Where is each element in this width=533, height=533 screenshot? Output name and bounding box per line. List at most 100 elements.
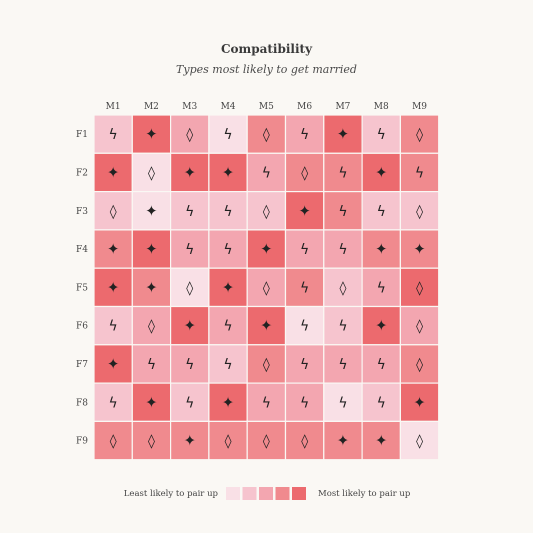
row-label-f4: F4 (76, 245, 88, 255)
heatmap-cell-f6-m6 (284, 305, 325, 346)
diamond-icon: ◊ (263, 127, 270, 143)
heatmap-cell-f5-m1 (93, 267, 133, 308)
bolt-icon: ϟ (223, 357, 232, 373)
star-icon: ✦ (222, 393, 235, 411)
diamond-icon: ◊ (263, 434, 270, 450)
heatmap-cell-f8-m6 (284, 382, 325, 423)
heatmap-cell-f7-m1 (93, 344, 133, 384)
bolt-icon: ϟ (338, 357, 347, 373)
star-icon: ✦ (145, 278, 158, 296)
column-labels: M1 M2 M3 M4 M5 M6 M7 M8 M9 (106, 102, 428, 112)
heatmap-cell-f9-m1 (93, 420, 133, 461)
bolt-icon: ϟ (377, 280, 386, 296)
row-label-f6: F6 (76, 322, 88, 332)
bolt-icon: ϟ (377, 357, 386, 373)
star-icon: ✦ (260, 240, 273, 258)
star-icon: ✦ (222, 163, 235, 181)
bolt-icon: ϟ (300, 242, 309, 258)
star-icon: ✦ (337, 125, 350, 143)
heatmap-cell-f3-m4 (208, 191, 248, 231)
star-icon: ✦ (183, 432, 196, 450)
bolt-icon: ϟ (223, 204, 232, 220)
bolt-icon: ϟ (338, 395, 347, 411)
column-label-m5: M5 (259, 102, 274, 112)
legend-swatch-4 (275, 487, 290, 500)
diamond-icon: ◊ (186, 127, 193, 143)
bolt-icon: ϟ (109, 395, 118, 411)
diamond-icon: ◊ (416, 280, 423, 296)
heatmap-cell-f2-m7 (323, 152, 363, 193)
bolt-icon: ϟ (262, 165, 271, 181)
heatmap-cell-f6-m3 (170, 305, 210, 346)
bolt-icon: ϟ (185, 395, 194, 411)
legend-high-label: Most likely to pair up (318, 489, 411, 499)
bolt-icon: ϟ (300, 357, 309, 373)
row-label-f5: F5 (76, 283, 88, 293)
star-icon: ✦ (260, 317, 273, 335)
heatmap-cell-f6-m2 (131, 305, 172, 346)
heatmap-cell-f9-m6 (284, 420, 325, 461)
row-label-f3: F3 (76, 207, 88, 217)
heatmap-cell-f8-m1 (93, 382, 133, 423)
legend-swatch-1 (226, 487, 240, 500)
bolt-icon: ϟ (185, 204, 194, 220)
star-icon: ✦ (375, 317, 388, 335)
heatmap-cell-f9-m7 (323, 420, 363, 461)
heatmap-cell-f9-m5 (246, 420, 287, 461)
legend-swatches (226, 487, 306, 500)
heatmap-cell-f2-m8 (361, 152, 402, 193)
bolt-icon: ϟ (300, 395, 309, 411)
heatmap-cell-f1-m1 (93, 114, 133, 154)
star-icon: ✦ (107, 163, 120, 181)
heatmap-cell-f9-m9 (399, 420, 440, 461)
bolt-icon: ϟ (338, 319, 347, 335)
bolt-icon: ϟ (300, 319, 309, 335)
bolt-icon: ϟ (338, 242, 347, 258)
diamond-icon: ◊ (416, 319, 423, 335)
heatmap-cell-f9-m4 (208, 420, 248, 461)
diamond-icon: ◊ (186, 280, 193, 296)
diamond-icon: ◊ (110, 434, 117, 450)
bolt-icon: ϟ (223, 127, 232, 143)
diamond-icon: ◊ (263, 280, 270, 296)
legend-low-label: Least likely to pair up (124, 489, 219, 499)
column-label-m6: M6 (297, 102, 312, 112)
bolt-icon: ϟ (338, 204, 347, 220)
chart-title: Compatibility (221, 42, 313, 56)
heatmap-cell-f3-m2 (131, 191, 172, 231)
row-label-f7: F7 (76, 360, 88, 370)
star-icon: ✦ (145, 125, 158, 143)
star-icon: ✦ (145, 393, 158, 411)
star-icon: ✦ (413, 240, 426, 258)
heatmap-cell-f2-m9 (399, 152, 440, 193)
heatmap-cell-f2-m5 (246, 152, 287, 193)
heatmap-cell-f7-m7 (323, 344, 363, 384)
heatmap-cell-f2-m3 (170, 152, 210, 193)
star-icon: ✦ (107, 355, 120, 373)
heatmap-cell-f5-m9 (399, 267, 440, 308)
bolt-icon: ϟ (147, 357, 156, 373)
star-icon: ✦ (222, 278, 235, 296)
star-icon: ✦ (145, 202, 158, 220)
heatmap-cell-f1-m2 (131, 114, 172, 154)
diamond-icon: ◊ (148, 165, 155, 181)
row-label-f8: F8 (76, 398, 88, 408)
heatmap-cell-f5-m6 (284, 267, 325, 308)
heatmap-cell-f2-m1 (93, 152, 133, 193)
heatmap-cell-f6-m1 (93, 305, 133, 346)
column-label-m1: M1 (106, 102, 121, 112)
heatmap-cell-f4-m2 (131, 229, 172, 269)
diamond-icon: ◊ (110, 204, 117, 220)
bolt-icon: ϟ (262, 395, 271, 411)
heatmap-cell-f8-m9 (399, 382, 440, 423)
heatmap-cell-f8-m5 (246, 382, 287, 423)
diamond-icon: ◊ (301, 165, 308, 181)
column-label-m7: M7 (335, 102, 350, 112)
legend-swatch-3 (259, 487, 273, 500)
diamond-icon: ◊ (148, 434, 155, 450)
diamond-icon: ◊ (339, 280, 346, 296)
star-icon: ✦ (375, 432, 388, 450)
column-label-m2: M2 (144, 102, 159, 112)
heatmap-cell-f3-m1 (93, 191, 133, 231)
bolt-icon: ϟ (185, 242, 194, 258)
